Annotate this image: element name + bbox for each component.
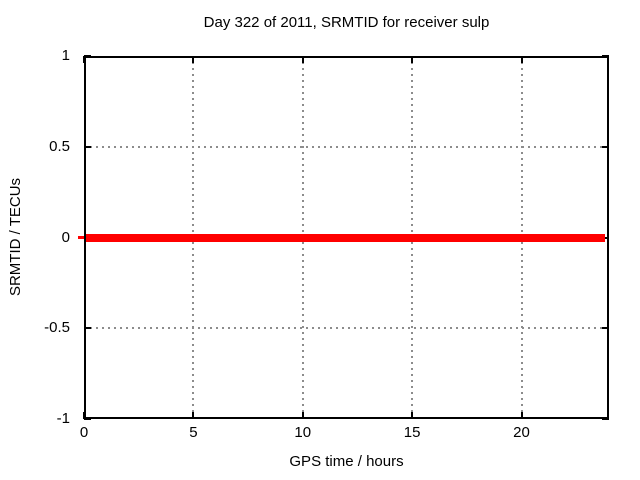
y-tick-right [602,145,609,148]
y-tick-left [84,327,91,330]
x-tick-top [192,56,195,63]
x-tick-label: 0 [79,424,89,441]
series-line-srmtid [84,233,605,242]
series-start-cap [78,236,84,239]
y-tick-right [602,418,609,420]
x-axis-label: GPS time / hours [289,453,404,470]
plot-area [78,55,609,420]
y-tick-left [84,55,91,57]
y-tick-right [602,55,609,57]
x-tick-top [520,56,523,63]
x-tick-top [411,56,414,63]
chart-title: Day 322 of 2011, SRMTID for receiver sul… [203,14,490,31]
x-tick-top [301,56,304,63]
y-tick-label: -1 [56,410,70,427]
x-tick-label: 5 [189,424,198,441]
y-tick-label: 1 [61,47,70,64]
x-tick-bottom [520,412,523,419]
x-tick-bottom [192,412,195,419]
y-gridline [84,327,609,330]
y-tick-right [602,327,609,330]
x-tick-bottom [301,412,304,419]
y-tick-label: 0.5 [49,137,70,155]
x-tick-label: 15 [403,424,421,441]
y-tick-right [602,236,609,239]
y-tick-label: -0.5 [44,319,70,337]
y-tick-left [84,145,91,148]
x-tick-label: 10 [294,424,312,441]
y-gridline [84,145,609,148]
x-tick-bottom [411,412,414,419]
x-tick-top [83,56,85,63]
x-tick-label: 20 [513,424,530,441]
y-tick-left [84,418,91,420]
y-tick-label: 0 [61,228,70,246]
